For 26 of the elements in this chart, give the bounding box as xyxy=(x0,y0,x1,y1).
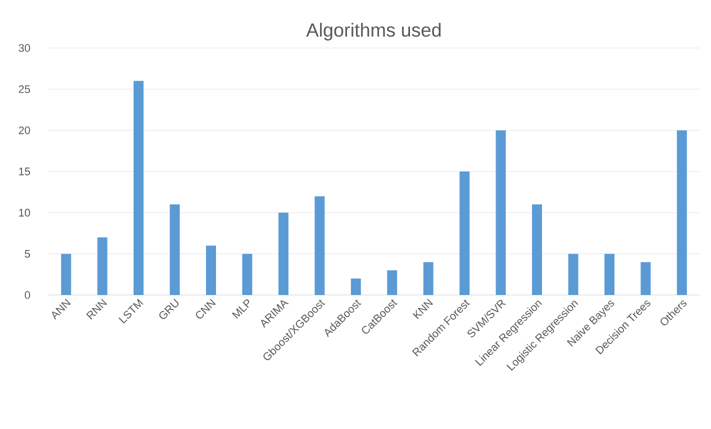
bar xyxy=(350,278,361,295)
y-tick-label: 10 xyxy=(19,208,30,217)
bar xyxy=(61,254,72,295)
bar xyxy=(170,204,180,295)
bar xyxy=(134,80,144,295)
bar xyxy=(532,204,542,295)
bar xyxy=(278,212,288,295)
bar xyxy=(568,254,578,295)
bar xyxy=(460,172,470,295)
y-tick-label: 25 xyxy=(18,85,30,94)
bar xyxy=(242,254,252,295)
bar xyxy=(387,270,398,295)
bar xyxy=(206,246,216,295)
y-tick-label: 5 xyxy=(24,250,30,258)
bar xyxy=(604,254,614,295)
y-tick-label: 20 xyxy=(18,126,30,134)
bar xyxy=(97,237,108,295)
y-tick-label: 15 xyxy=(19,168,30,176)
y-tick-label: 0 xyxy=(24,291,30,299)
bar xyxy=(640,262,651,295)
bar xyxy=(314,196,325,295)
chart-title: Algorithms used xyxy=(306,22,441,40)
y-tick-label: 30 xyxy=(18,44,30,52)
bar xyxy=(496,130,506,295)
bar xyxy=(423,262,434,295)
bar xyxy=(676,130,687,295)
